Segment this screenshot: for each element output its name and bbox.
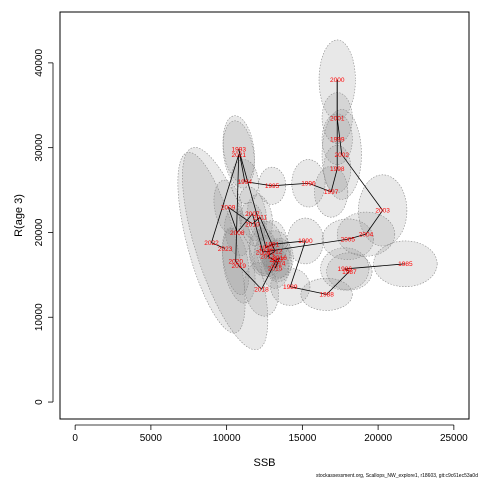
trajectory-segment-2016-2017 (276, 257, 280, 260)
trajectory-segment-2004-2005 (347, 233, 367, 240)
year-label-2001: 2001 (330, 115, 345, 122)
trajectory-segment-1985-1986 (344, 263, 406, 270)
trajectory-segment-2015-2016 (274, 257, 281, 269)
year-label-2012: 2012 (268, 248, 283, 255)
year-label-1998: 1998 (330, 166, 345, 173)
year-label-1987: 1987 (342, 269, 357, 276)
trajectory-segment-2002-2003 (341, 154, 383, 211)
year-label-2008: 2008 (230, 230, 245, 237)
trajectory-segment-2007-2008 (236, 213, 253, 233)
year-label-2013: 2013 (260, 254, 275, 261)
trajectory-segment-2003-2004 (365, 210, 383, 235)
year-label-2016: 2016 (272, 255, 287, 262)
trajectory-segment-2022-2023 (211, 242, 226, 249)
y-tick-label: 30000 (34, 133, 45, 161)
y-tick-label: 20000 (34, 218, 45, 246)
year-label-1990: 1990 (298, 238, 313, 245)
year-label-2015: 2015 (268, 265, 283, 272)
trajectory-segment-2005-2006 (262, 238, 348, 253)
year-label-2020: 2020 (228, 259, 243, 266)
confidence-ellipse-1995 (258, 166, 287, 205)
trajectory-segment-1996-1997 (308, 182, 332, 193)
year-label-1993: 1993 (232, 147, 247, 154)
y-tick-label: 10000 (34, 303, 45, 331)
trajectory-segment-2017-2018 (261, 259, 277, 290)
trajectory-segment-1995-1996 (272, 182, 309, 187)
trajectory-segment-1992-1993 (238, 149, 267, 248)
trajectory-segment-2011-2012 (259, 217, 276, 252)
y-tick-label: 0 (34, 399, 45, 405)
trajectory-segment-1993-1994 (238, 149, 246, 182)
trajectory-segment-2019-2020 (235, 261, 240, 266)
year-label-2017: 2017 (269, 257, 284, 264)
year-label-2023: 2023 (218, 246, 233, 253)
trajectory-segment-2020-2021 (235, 154, 240, 262)
year-label-1985: 1985 (398, 261, 413, 268)
trajectory-segment-2010-2011 (252, 216, 261, 225)
trajectory-segment-2018-2019 (238, 265, 262, 290)
x-tick-label: 5000 (140, 433, 163, 444)
year-label-2007: 2007 (245, 211, 260, 218)
year-label-2011: 2011 (253, 214, 267, 221)
trajectory-segment-2008-2009 (227, 206, 238, 233)
year-label-2000: 2000 (330, 77, 345, 84)
year-label-1992: 1992 (259, 245, 274, 252)
y-tick-label: 40000 (34, 49, 45, 77)
trajectory-segment-2013-2014 (267, 255, 279, 264)
year-label-2003: 2003 (375, 208, 390, 215)
year-label-2021: 2021 (232, 152, 247, 159)
trajectory-segment-1986-1987 (344, 268, 350, 272)
x-tick-label: 10000 (213, 433, 241, 444)
credit-text: stockassessment.org, Scallops_NW_explore… (316, 473, 478, 479)
y-axis: 0 10000 20000 30000 40000 (34, 49, 54, 405)
y-axis-label: R(age 3) (13, 194, 25, 237)
year-label-2004: 2004 (359, 231, 374, 238)
x-axis-label: SSB (253, 457, 275, 469)
trajectory-segment-1987-1988 (326, 271, 350, 295)
year-label-2010: 2010 (245, 221, 260, 228)
trajectory-segment-1994-1995 (244, 181, 273, 187)
trajectory-segment-2006-2007 (251, 213, 264, 253)
trajectory-segment-1997-1998 (330, 168, 338, 192)
year-label-2006: 2006 (256, 249, 271, 256)
year-label-1986: 1986 (338, 266, 353, 273)
x-tick-label: 25000 (440, 433, 468, 444)
year-label-1991: 1991 (265, 242, 280, 249)
year-label-2018: 2018 (254, 287, 269, 294)
plot-frame (59, 11, 470, 420)
year-label-1989: 1989 (283, 284, 298, 291)
year-label-2002: 2002 (335, 152, 350, 159)
year-label-1988: 1988 (319, 292, 334, 299)
year-label-1996: 1996 (301, 181, 316, 188)
year-label-2009: 2009 (221, 204, 236, 211)
year-label-1995: 1995 (265, 183, 280, 190)
year-label-2019: 2019 (232, 263, 247, 270)
trajectory-segment-2009-2010 (227, 206, 253, 225)
year-label-2005: 2005 (341, 237, 356, 244)
year-label-2014: 2014 (271, 260, 286, 267)
x-axis: 0 5000 10000 15000 20000 25000 (72, 424, 468, 444)
trajectory-segment-2012-2013 (267, 250, 276, 257)
year-label-1997: 1997 (324, 189, 339, 196)
year-label-1999: 1999 (330, 136, 345, 143)
x-tick-label: 20000 (364, 433, 392, 444)
year-label-2022: 2022 (204, 240, 219, 247)
trajectory-segment-2001-2002 (336, 117, 343, 155)
year-label-1994: 1994 (238, 179, 253, 186)
trajectory-segment-1989-1990 (289, 240, 306, 287)
trajectory-segment-2021-2022 (211, 154, 240, 243)
trajectory-segment-1990-1991 (272, 240, 306, 245)
x-tick-label: 0 (72, 433, 78, 444)
confidence-ellipses (177, 39, 438, 351)
trajectory-segment-1991-1992 (265, 243, 273, 249)
x-tick-label: 15000 (288, 433, 316, 444)
trajectory-segment-1988-1989 (290, 286, 327, 295)
trajectory-path (211, 79, 406, 295)
